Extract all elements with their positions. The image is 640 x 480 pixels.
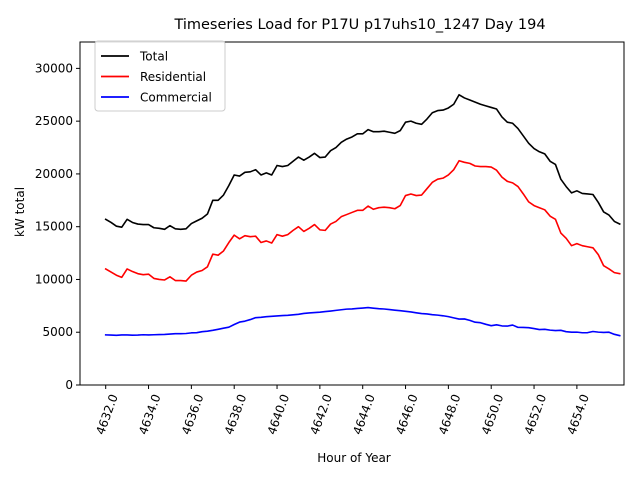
- series-line-residential: [104, 159, 621, 282]
- x-tick-label: 4642.0: [307, 392, 335, 436]
- series-line-total: [104, 93, 621, 231]
- x-axis-ticks: 4632.0 4634.0 4636.0 4638.0 4640.0 4642.0 4644…: [93, 385, 592, 437]
- x-tick-label: 4654.0: [564, 392, 592, 436]
- x-tick-label: 4650.0: [479, 392, 507, 436]
- y-tick-label: 20000: [35, 167, 73, 181]
- y-tick-label: 0: [65, 378, 73, 392]
- y-axis-label: kW total: [13, 187, 27, 237]
- legend-label-total: Total: [139, 50, 168, 64]
- y-tick-label: 10000: [35, 272, 73, 286]
- series-group: [104, 93, 621, 337]
- x-tick-label: 4640.0: [265, 392, 293, 436]
- x-tick-label: 4644.0: [350, 392, 378, 436]
- x-tick-label: 4632.0: [93, 392, 121, 436]
- legend: Total Residential Commercial: [94, 40, 226, 112]
- axes-border: [79, 41, 625, 386]
- x-tick-label: 4646.0: [393, 392, 421, 436]
- y-tick-label: 5000: [42, 325, 73, 339]
- y-axis-ticks: 0 5000 10000 15000 20000 25000 30000: [35, 61, 80, 392]
- legend-label-commercial: Commercial: [140, 91, 212, 105]
- x-tick-label: 4634.0: [136, 392, 164, 436]
- axis-frame: [79, 41, 625, 386]
- chart-title: Timeseries Load for P17U p17uhs10_1247 D…: [173, 17, 545, 33]
- legend-label-residential: Residential: [140, 70, 206, 84]
- x-tick-label: 4636.0: [179, 392, 207, 436]
- y-tick-label: 30000: [35, 61, 73, 75]
- x-axis-label: Hour of Year: [317, 451, 391, 465]
- series-line-commercial: [104, 306, 621, 337]
- legend-box: [94, 40, 226, 112]
- x-tick-label: 4648.0: [436, 392, 464, 436]
- y-tick-label: 25000: [35, 114, 73, 128]
- x-tick-label: 4652.0: [522, 392, 550, 436]
- y-tick-label: 15000: [35, 220, 73, 234]
- x-tick-label: 4638.0: [222, 392, 250, 436]
